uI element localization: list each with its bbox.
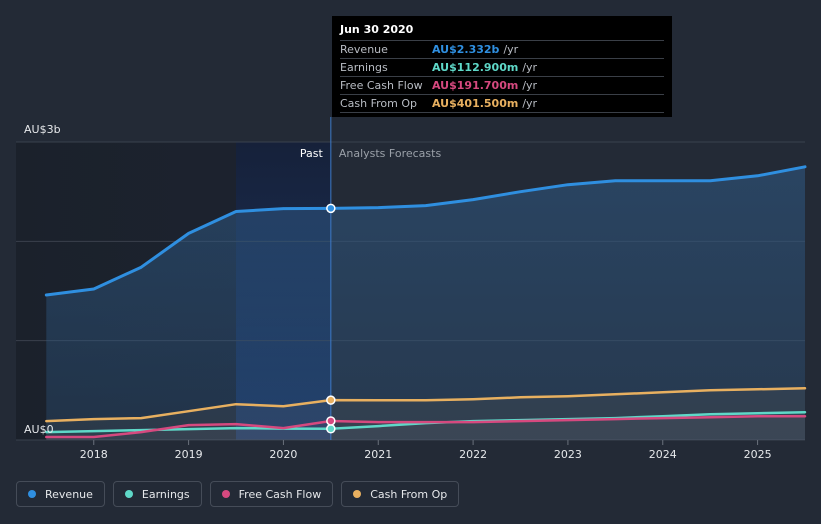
legend-item-earnings[interactable]: Earnings	[112, 481, 202, 507]
tooltip-row-name: Free Cash Flow	[340, 79, 423, 92]
legend-label: Revenue	[45, 487, 93, 501]
tooltip-date: Jun 30 2020	[340, 22, 664, 41]
legend-item-cash-from-op[interactable]: Cash From Op	[341, 481, 460, 507]
series-area-revenue	[46, 166, 806, 441]
legend-dot-icon	[221, 490, 230, 498]
tooltip-row: Free Cash Flow AU$191.700m/yr	[340, 77, 664, 95]
x-tick-label: 2019	[175, 448, 203, 461]
tooltip-row: Revenue AU$2.332b/yr	[340, 41, 664, 59]
legend-dot-icon	[353, 490, 362, 498]
x-tick-label: 2018	[80, 448, 108, 461]
series-area-free-cash-flow	[46, 416, 806, 440]
marker-earnings	[326, 424, 336, 434]
legend-item-free-cash-flow[interactable]: Free Cash Flow	[209, 481, 334, 507]
legend-item-revenue[interactable]: Revenue	[16, 481, 105, 507]
x-tick-label: 2024	[649, 448, 677, 461]
legend-label: Free Cash Flow	[238, 487, 322, 501]
tooltip-row-name: Revenue	[340, 43, 388, 56]
series-line-cash-from-op	[45, 387, 807, 423]
tooltip-row-unit: /yr	[522, 79, 538, 92]
marker-revenue	[326, 203, 336, 214]
tooltip-row-value: AU$191.700m	[432, 79, 519, 92]
tooltip-row-unit: /yr	[522, 61, 538, 74]
x-axis-ticks: 2018 2019 2020 2021 2022 2023 2024 2025	[80, 440, 772, 461]
x-tick-label: 2022	[459, 448, 487, 461]
tooltip-row: Earnings AU$112.900m/yr	[340, 59, 664, 77]
series-line-free-cash-flow	[45, 414, 807, 439]
series-areas	[46, 166, 806, 441]
y-axis-top-label: AU$3b	[24, 123, 61, 136]
tooltip-row-value: AU$2.332b	[432, 43, 500, 56]
forecast-label: Analysts Forecasts	[339, 147, 442, 160]
tooltip-row-value: AU$401.500m	[432, 97, 519, 110]
tooltip-row-name: Earnings	[340, 61, 388, 74]
tooltip-row: Cash From Op AU$401.500m/yr	[340, 95, 664, 113]
legend-dot-icon	[28, 490, 36, 498]
x-tick-label: 2025	[744, 448, 772, 461]
y-axis-bottom-label: AU$0	[24, 423, 54, 436]
series-lines	[44, 165, 807, 439]
tooltip-row-unit: /yr	[503, 43, 519, 56]
x-tick-label: 2023	[554, 448, 582, 461]
tooltip-row-value: AU$112.900m	[432, 61, 519, 74]
x-tick-label: 2021	[364, 448, 392, 461]
legend-label: Earnings	[141, 487, 190, 501]
tooltip-row-name: Cash From Op	[340, 97, 418, 110]
x-tick-label: 2020	[269, 448, 297, 461]
tooltip: Jun 30 2020 Revenue AU$2.332b/yr Earnings A…	[332, 16, 672, 117]
hover-markers	[326, 203, 336, 434]
past-label: Past	[300, 147, 324, 160]
series-line-revenue	[44, 165, 807, 297]
marker-cash-from-op	[326, 395, 336, 405]
legend: Revenue Earnings Free Cash Flow Cash From O…	[16, 481, 460, 509]
marker-free-cash-flow	[326, 416, 336, 426]
legend-label: Cash From Op	[370, 487, 448, 501]
legend-dot-icon	[124, 490, 133, 498]
tooltip-row-unit: /yr	[522, 97, 538, 110]
